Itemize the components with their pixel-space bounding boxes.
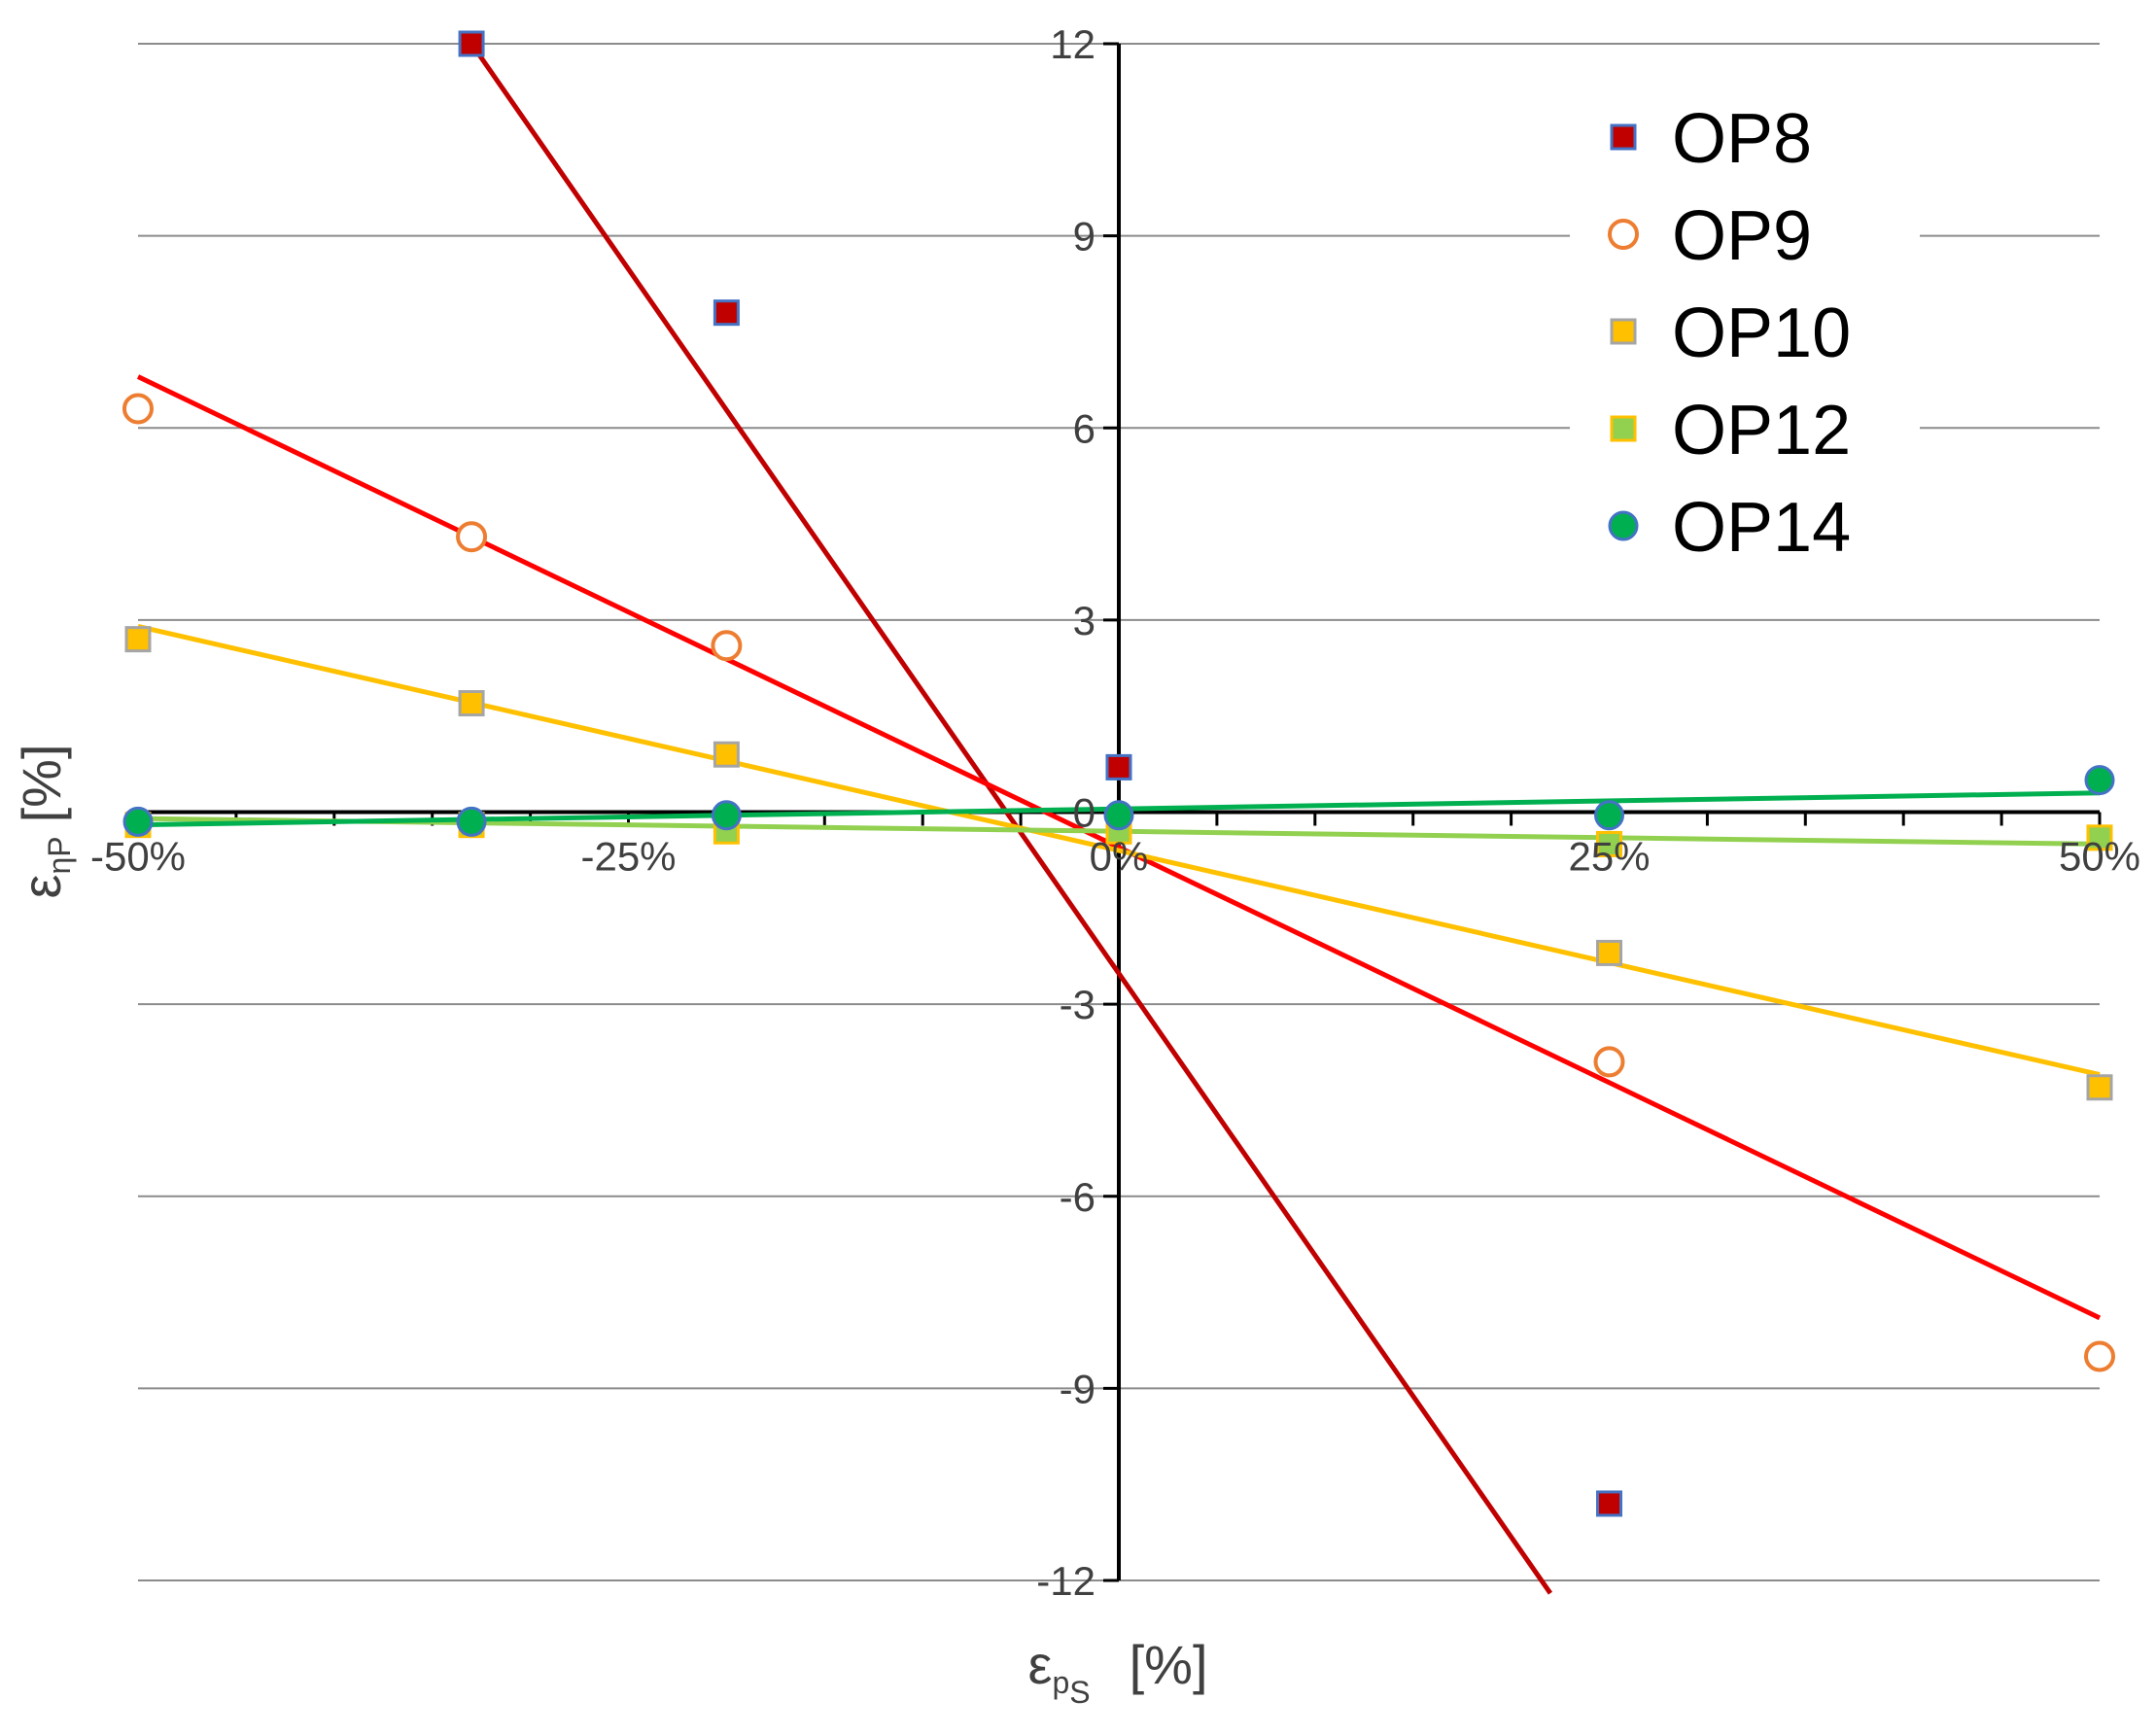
data-point-op9 [2084,1340,2115,1372]
legend: OP8 OP9 OP10 OP12 OP14 [1570,94,1920,571]
data-point-op10 [458,690,485,717]
x-tick-label: 50% [2059,834,2140,880]
y-tick-labels: 12 9 6 3 0 -3 -6 -9 -12 [1036,21,1095,1604]
data-point-op8 [713,299,740,327]
legend-marker-op14 [1608,510,1639,541]
data-point-op14 [122,806,154,837]
x-axis-title: εpS [%] [1027,1634,1207,1710]
x-tick-label: 0% [1090,834,1149,880]
data-point-op8 [1596,1490,1622,1517]
data-point-op9 [122,393,154,425]
data-point-op9 [711,630,743,662]
y-tick-label: 6 [1073,405,1095,451]
x-tick-label: -50% [90,834,186,880]
y-tick-label: 9 [1073,214,1095,260]
y-tick-label: 3 [1073,598,1095,643]
y-tick-label: -3 [1060,982,1095,1027]
y-tick-label: -12 [1036,1558,1095,1604]
data-point-op14 [1594,800,1624,831]
data-point-op12 [1596,830,1622,857]
data-point-op14 [1103,800,1134,831]
x-tick-label: -25% [580,834,676,880]
legend-label-op8: OP8 [1672,100,1812,178]
legend-marker-op8 [1610,123,1637,151]
data-point-op10 [1596,939,1622,966]
y-tick-label: 0 [1073,790,1095,836]
data-point-op14 [456,806,487,837]
data-point-op14 [2084,765,2115,796]
y-tick-label: -6 [1060,1174,1095,1220]
legend-label-op9: OP9 [1672,197,1812,275]
y-tick-label: 12 [1050,21,1095,67]
trendline-op8 [469,42,1553,1595]
legend-marker-op9 [1608,219,1639,250]
legend-label-op10: OP10 [1672,295,1851,372]
legend-marker-op10 [1610,318,1637,345]
data-point-op9 [1593,1046,1625,1078]
legend-marker-op12 [1610,415,1637,442]
data-point-op10 [713,741,740,768]
data-points [122,30,2115,1517]
legend-label-op12: OP12 [1672,392,1851,469]
data-point-op8 [458,30,485,57]
y-tick-label: -9 [1060,1366,1095,1411]
y-axis-title: εηP[%] [11,744,77,898]
data-point-op8 [1105,753,1132,781]
x-tick-labels: -50% -25% 0% 25% 50% [90,834,2140,880]
data-point-op14 [711,800,742,831]
data-point-op9 [456,521,488,553]
legend-label-op14: OP14 [1672,489,1851,567]
x-tick-label: 25% [1568,834,1650,880]
data-point-op10 [124,626,152,653]
data-point-op12 [2086,824,2113,851]
data-point-op10 [2086,1074,2113,1101]
